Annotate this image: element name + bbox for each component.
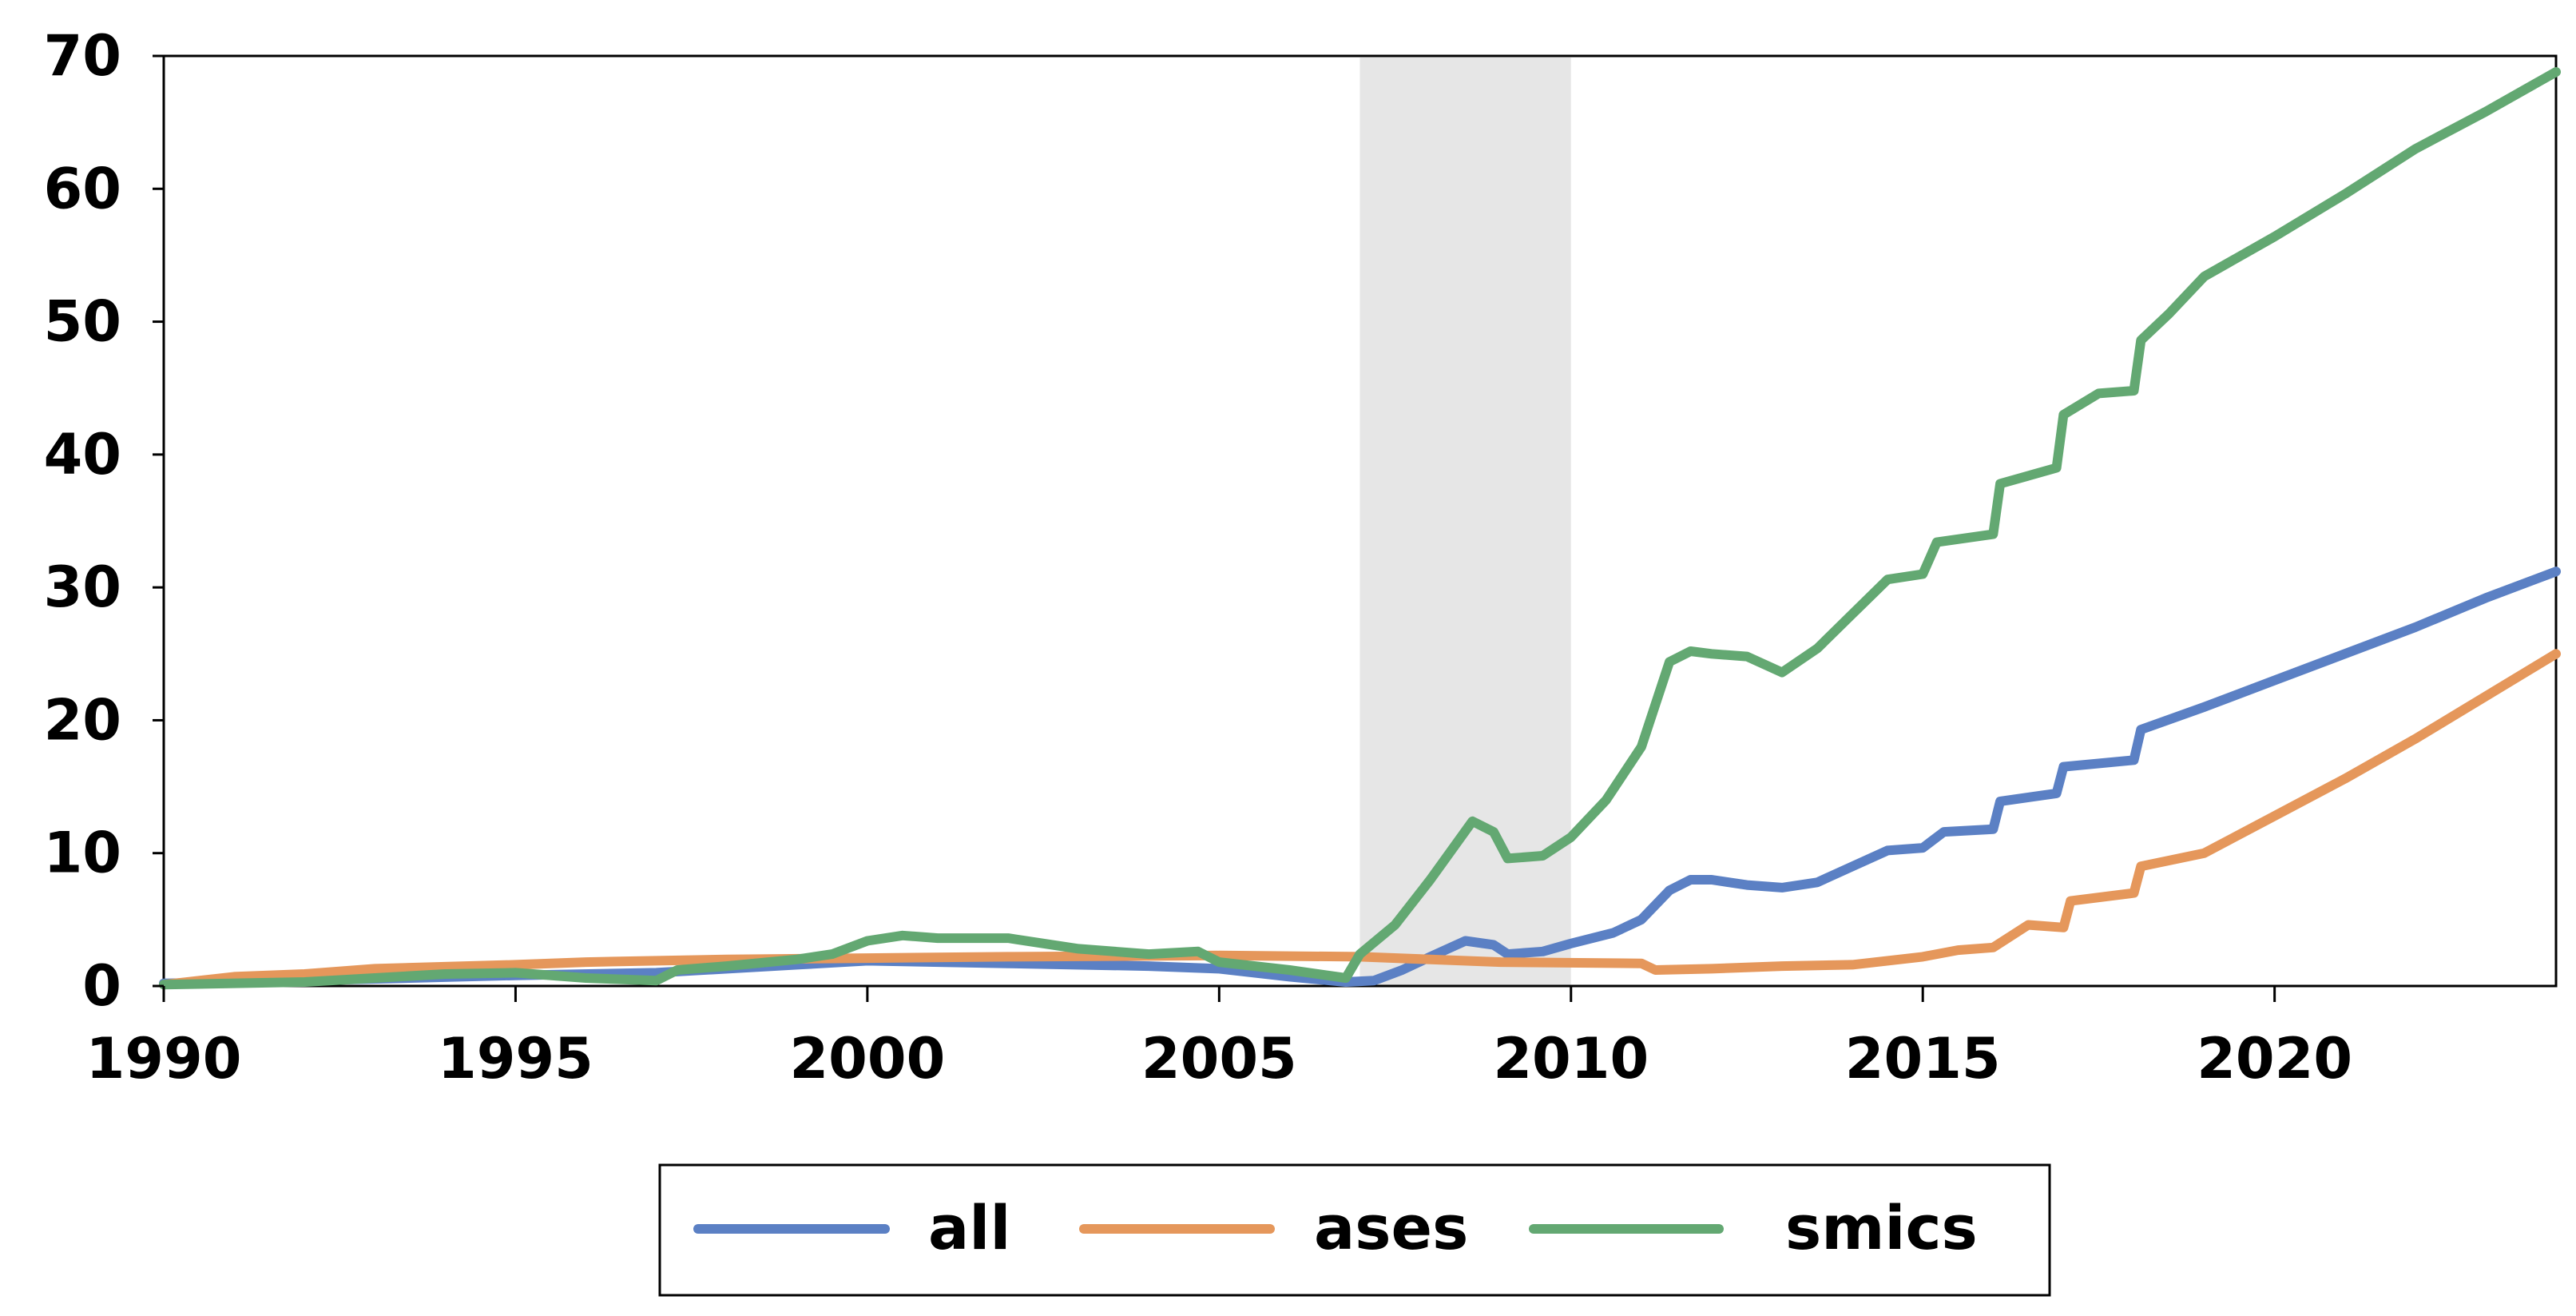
x-tick-label: 2010 — [1493, 1026, 1649, 1091]
y-tick-label: 40 — [44, 422, 121, 487]
series-line-all — [159, 567, 2561, 988]
y-tick-label: 20 — [44, 687, 121, 753]
x-tick-label: 2005 — [1141, 1026, 1297, 1091]
legend: all ases smics — [658, 1163, 2051, 1297]
x-tick-label: 2015 — [1845, 1026, 2001, 1091]
y-tick-label: 60 — [44, 156, 121, 221]
shaded-region — [1359, 58, 1571, 986]
legend-label-ases: ases — [1314, 1192, 1468, 1263]
legend-label-all: all — [928, 1192, 1010, 1263]
y-tick-label: 30 — [44, 555, 121, 620]
series-layer — [159, 67, 2561, 990]
y-tick-label: 70 — [44, 23, 121, 89]
y-tick-label: 0 — [82, 953, 121, 1019]
axis-layer: 0 10 20 30 40 50 60 70 1990 1995 2000 2005 2010 2015 2… — [44, 23, 2352, 1091]
x-tick-label: 1990 — [86, 1026, 242, 1091]
legend-items: all ases smics — [693, 1192, 1978, 1263]
x-tick-label: 2000 — [789, 1026, 945, 1091]
y-tick-label: 50 — [44, 289, 121, 355]
legend-box — [658, 1163, 2051, 1297]
y-tick-label: 10 — [44, 821, 121, 886]
shaded-region-layer — [1359, 58, 1571, 986]
x-tick-label: 1995 — [438, 1026, 593, 1091]
legend-label-smics: smics — [1785, 1192, 1978, 1263]
series-line-smics — [159, 67, 2561, 990]
x-tick-label: 2020 — [2197, 1026, 2352, 1091]
series-line-ases — [159, 649, 2561, 990]
